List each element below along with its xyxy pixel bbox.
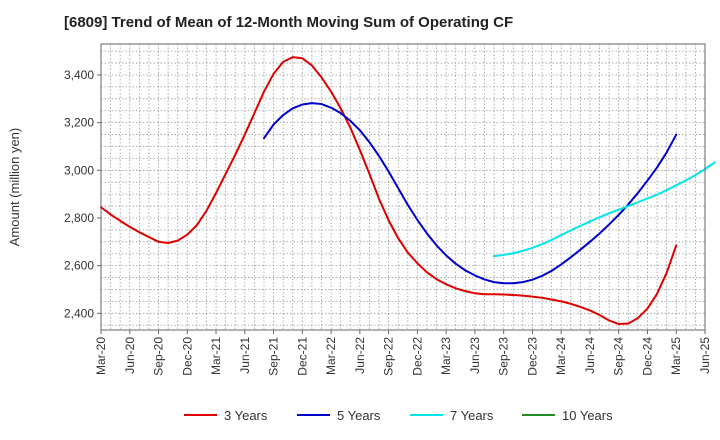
x-tick-label: Sep-24 bbox=[612, 337, 626, 376]
y-tick-label: 3,000 bbox=[64, 163, 94, 177]
x-tick-label: Mar-20 bbox=[94, 337, 108, 375]
series-lines bbox=[100, 56, 716, 326]
grid bbox=[101, 44, 705, 330]
legend-label-10-years: 10 Years bbox=[562, 408, 613, 423]
y-tick-label: 3,200 bbox=[64, 116, 94, 130]
y-tick-label: 3,400 bbox=[64, 68, 94, 82]
x-tick-label: Sep-23 bbox=[497, 337, 511, 376]
x-tick-label: Dec-24 bbox=[640, 337, 654, 376]
x-tick-label: Mar-24 bbox=[554, 337, 568, 375]
x-tick-labels: Mar-20 Jun-20 Sep-20 Dec-20 Mar-21 Jun-21 Sep-… bbox=[94, 330, 712, 376]
x-tick-label: Dec-20 bbox=[180, 337, 194, 376]
x-tick-label: Sep-21 bbox=[267, 337, 281, 376]
y-tick-label: 2,400 bbox=[64, 306, 94, 320]
y-tick-labels: 2,400 2,600 2,800 3,000 3,200 3,400 bbox=[64, 68, 101, 320]
series-line-7-years bbox=[493, 161, 716, 258]
plot-frame bbox=[100, 43, 706, 331]
x-tick-label: Jun-22 bbox=[353, 337, 367, 374]
x-tick-label: Mar-25 bbox=[669, 337, 683, 375]
legend: 3 Years 5 Years 7 Years 10 Years bbox=[184, 408, 613, 423]
x-tick-label: Dec-22 bbox=[410, 337, 424, 376]
legend-label-3-years: 3 Years bbox=[224, 408, 268, 423]
series-line-3-years bbox=[100, 56, 678, 326]
x-tick-label: Jun-24 bbox=[583, 337, 597, 374]
x-tick-label: Mar-22 bbox=[324, 337, 338, 375]
x-tick-label: Sep-20 bbox=[152, 337, 166, 376]
x-tick-label: Dec-23 bbox=[525, 337, 539, 376]
y-tick-label: 2,600 bbox=[64, 259, 94, 273]
x-tick-label: Jun-20 bbox=[123, 337, 137, 374]
x-tick-label: Sep-22 bbox=[382, 337, 396, 376]
chart-title: [6809] Trend of Mean of 12-Month Moving … bbox=[64, 14, 514, 31]
plot-background bbox=[101, 44, 705, 330]
x-tick-label: Jun-25 bbox=[698, 337, 712, 374]
x-tick-label: Jun-21 bbox=[238, 337, 252, 374]
series-line-5-years bbox=[262, 102, 678, 285]
x-tick-label: Jun-23 bbox=[468, 337, 482, 374]
y-tick-label: 2,800 bbox=[64, 211, 94, 225]
x-tick-label: Mar-21 bbox=[209, 337, 223, 375]
x-tick-label: Mar-23 bbox=[439, 337, 453, 375]
y-axis-title: Amount (million yen) bbox=[7, 128, 22, 247]
legend-label-5-years: 5 Years bbox=[337, 408, 381, 423]
legend-label-7-years: 7 Years bbox=[450, 408, 494, 423]
x-tick-label: Dec-21 bbox=[295, 337, 309, 376]
